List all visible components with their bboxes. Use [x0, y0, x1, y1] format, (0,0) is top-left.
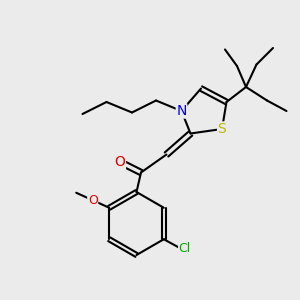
Text: N: N	[176, 104, 187, 118]
Text: S: S	[218, 122, 226, 136]
Text: O: O	[88, 194, 98, 207]
Text: O: O	[115, 155, 125, 169]
Text: Cl: Cl	[179, 242, 191, 255]
